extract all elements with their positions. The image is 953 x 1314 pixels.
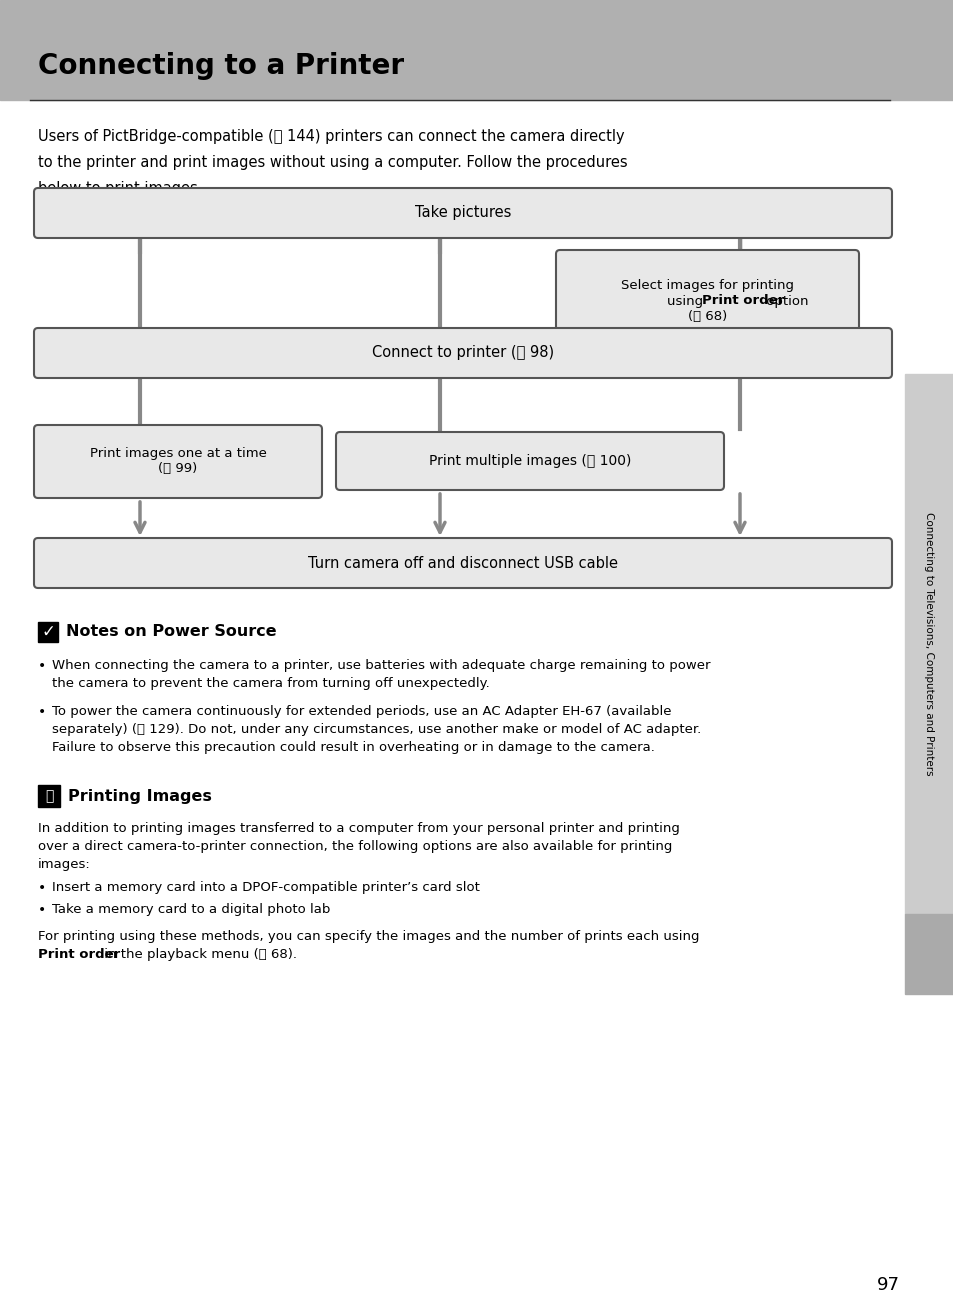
Text: below to print images.: below to print images. — [38, 181, 202, 196]
Text: ⌕: ⌕ — [45, 788, 53, 803]
Text: Failure to observe this precaution could result in overheating or in damage to t: Failure to observe this precaution could… — [52, 741, 654, 754]
Text: Connect to printer (⧉ 98): Connect to printer (⧉ 98) — [372, 346, 554, 360]
Text: Print order: Print order — [38, 947, 120, 961]
Text: to the printer and print images without using a computer. Follow the procedures: to the printer and print images without … — [38, 155, 627, 170]
Text: 97: 97 — [876, 1276, 899, 1294]
Text: Users of PictBridge-compatible (⧉ 144) printers can connect the camera directly: Users of PictBridge-compatible (⧉ 144) p… — [38, 129, 624, 145]
Text: Connecting to Televisions, Computers and Printers: Connecting to Televisions, Computers and… — [923, 512, 933, 775]
Text: option: option — [761, 294, 808, 307]
Bar — [38, 622, 58, 643]
Text: Print order: Print order — [701, 294, 784, 307]
Text: •: • — [38, 880, 46, 895]
Text: Take pictures: Take pictures — [415, 205, 511, 221]
Bar — [0, 0, 953, 100]
Text: Print multiple images (⧉ 100): Print multiple images (⧉ 100) — [428, 455, 631, 468]
Bar — [38, 784, 60, 807]
Text: When connecting the camera to a printer, use batteries with adequate charge rema: When connecting the camera to a printer,… — [52, 660, 710, 671]
Text: Connecting to a Printer: Connecting to a Printer — [38, 53, 404, 80]
Text: Insert a memory card into a DPOF-compatible printer’s card slot: Insert a memory card into a DPOF-compati… — [52, 880, 479, 894]
Text: images:: images: — [38, 858, 91, 871]
Text: In addition to printing images transferred to a computer from your personal prin: In addition to printing images transferr… — [38, 823, 679, 834]
FancyBboxPatch shape — [335, 432, 723, 490]
Text: the camera to prevent the camera from turning off unexpectedly.: the camera to prevent the camera from tu… — [52, 677, 489, 690]
Text: •: • — [38, 706, 46, 719]
Text: over a direct camera-to-printer connection, the following options are also avail: over a direct camera-to-printer connecti… — [38, 840, 672, 853]
FancyBboxPatch shape — [556, 250, 858, 348]
Text: •: • — [38, 660, 46, 673]
Text: (⧉ 68): (⧉ 68) — [687, 310, 726, 323]
Text: using: using — [666, 294, 707, 307]
Text: Take a memory card to a digital photo lab: Take a memory card to a digital photo la… — [52, 903, 330, 916]
Text: Print images one at a time
(⧉ 99): Print images one at a time (⧉ 99) — [90, 448, 266, 476]
Bar — [904, 374, 953, 915]
FancyBboxPatch shape — [34, 537, 891, 587]
Text: Turn camera off and disconnect USB cable: Turn camera off and disconnect USB cable — [308, 556, 618, 570]
FancyBboxPatch shape — [34, 328, 891, 378]
Text: •: • — [38, 903, 46, 917]
Text: in the playback menu (⧉ 68).: in the playback menu (⧉ 68). — [100, 947, 296, 961]
Text: ✓: ✓ — [41, 623, 55, 641]
Text: To power the camera continuously for extended periods, use an AC Adapter EH-67 (: To power the camera continuously for ext… — [52, 706, 671, 717]
FancyBboxPatch shape — [34, 188, 891, 238]
Text: separately) (⧉ 129). Do not, under any circumstances, use another make or model : separately) (⧉ 129). Do not, under any c… — [52, 723, 700, 736]
FancyBboxPatch shape — [34, 424, 322, 498]
Bar — [904, 915, 953, 993]
Text: Select images for printing: Select images for printing — [620, 279, 793, 292]
Text: Printing Images: Printing Images — [68, 788, 212, 803]
Text: Notes on Power Source: Notes on Power Source — [66, 624, 276, 640]
Text: For printing using these methods, you can specify the images and the number of p: For printing using these methods, you ca… — [38, 930, 699, 943]
